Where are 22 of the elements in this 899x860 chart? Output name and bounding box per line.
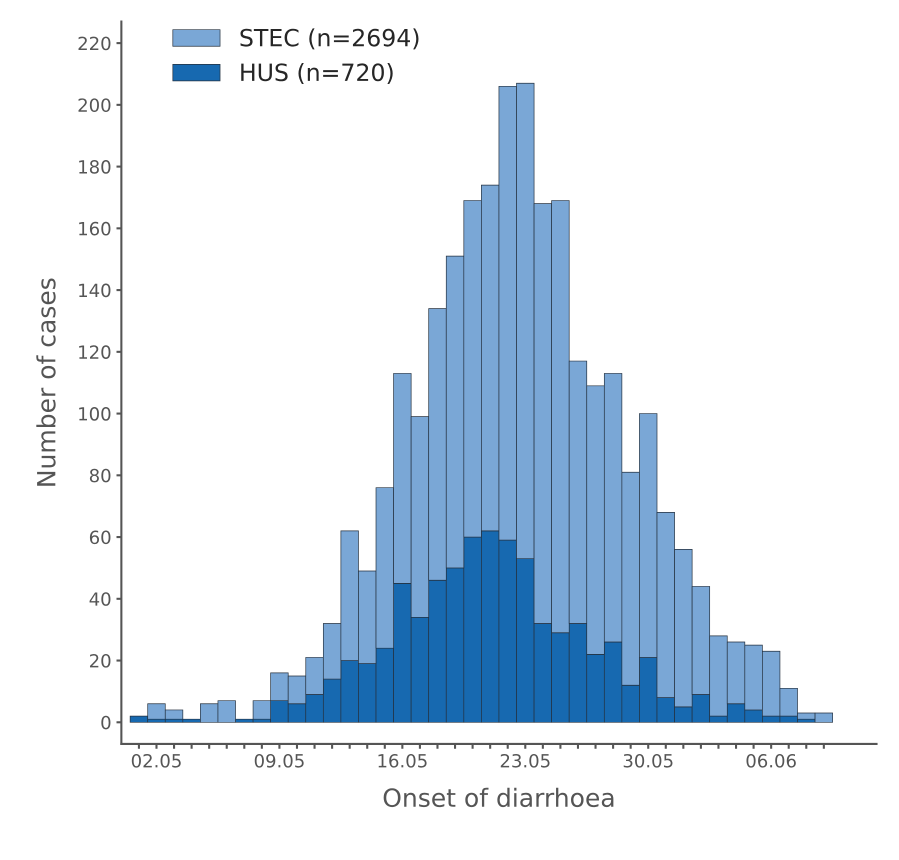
x-tick-label: 23.05 [500, 754, 550, 768]
y-axis-title: Number of cases [36, 278, 56, 486]
y-tick-label: 20 [90, 654, 110, 668]
y-tick-label: 140 [79, 284, 110, 298]
y-tick-label: 200 [78, 98, 110, 112]
y-tick-label: 80 [90, 468, 110, 482]
y-tick-label: 120 [79, 345, 110, 359]
y-tick-label: 60 [90, 530, 110, 544]
y-tick-label: 220 [78, 36, 110, 50]
y-tick-label: 180 [79, 160, 110, 174]
x-axis-title: Onset of diarrhoea [384, 788, 614, 808]
y-tick-label: 0 [101, 716, 110, 730]
x-tick-label: 09.05 [254, 754, 304, 768]
y-tick-label: 40 [90, 592, 110, 606]
x-tick-label: 06.06 [746, 754, 796, 768]
x-tick-label: 30.05 [624, 754, 672, 768]
legend-label: STEC (n=2694) [240, 28, 418, 50]
y-tick-label: 100 [79, 407, 110, 421]
legend-label: HUS (n=720) [241, 62, 393, 84]
y-tick-label: 160 [79, 222, 110, 236]
x-tick-label: 02.05 [132, 754, 181, 768]
x-tick-label: 16.05 [378, 754, 427, 768]
